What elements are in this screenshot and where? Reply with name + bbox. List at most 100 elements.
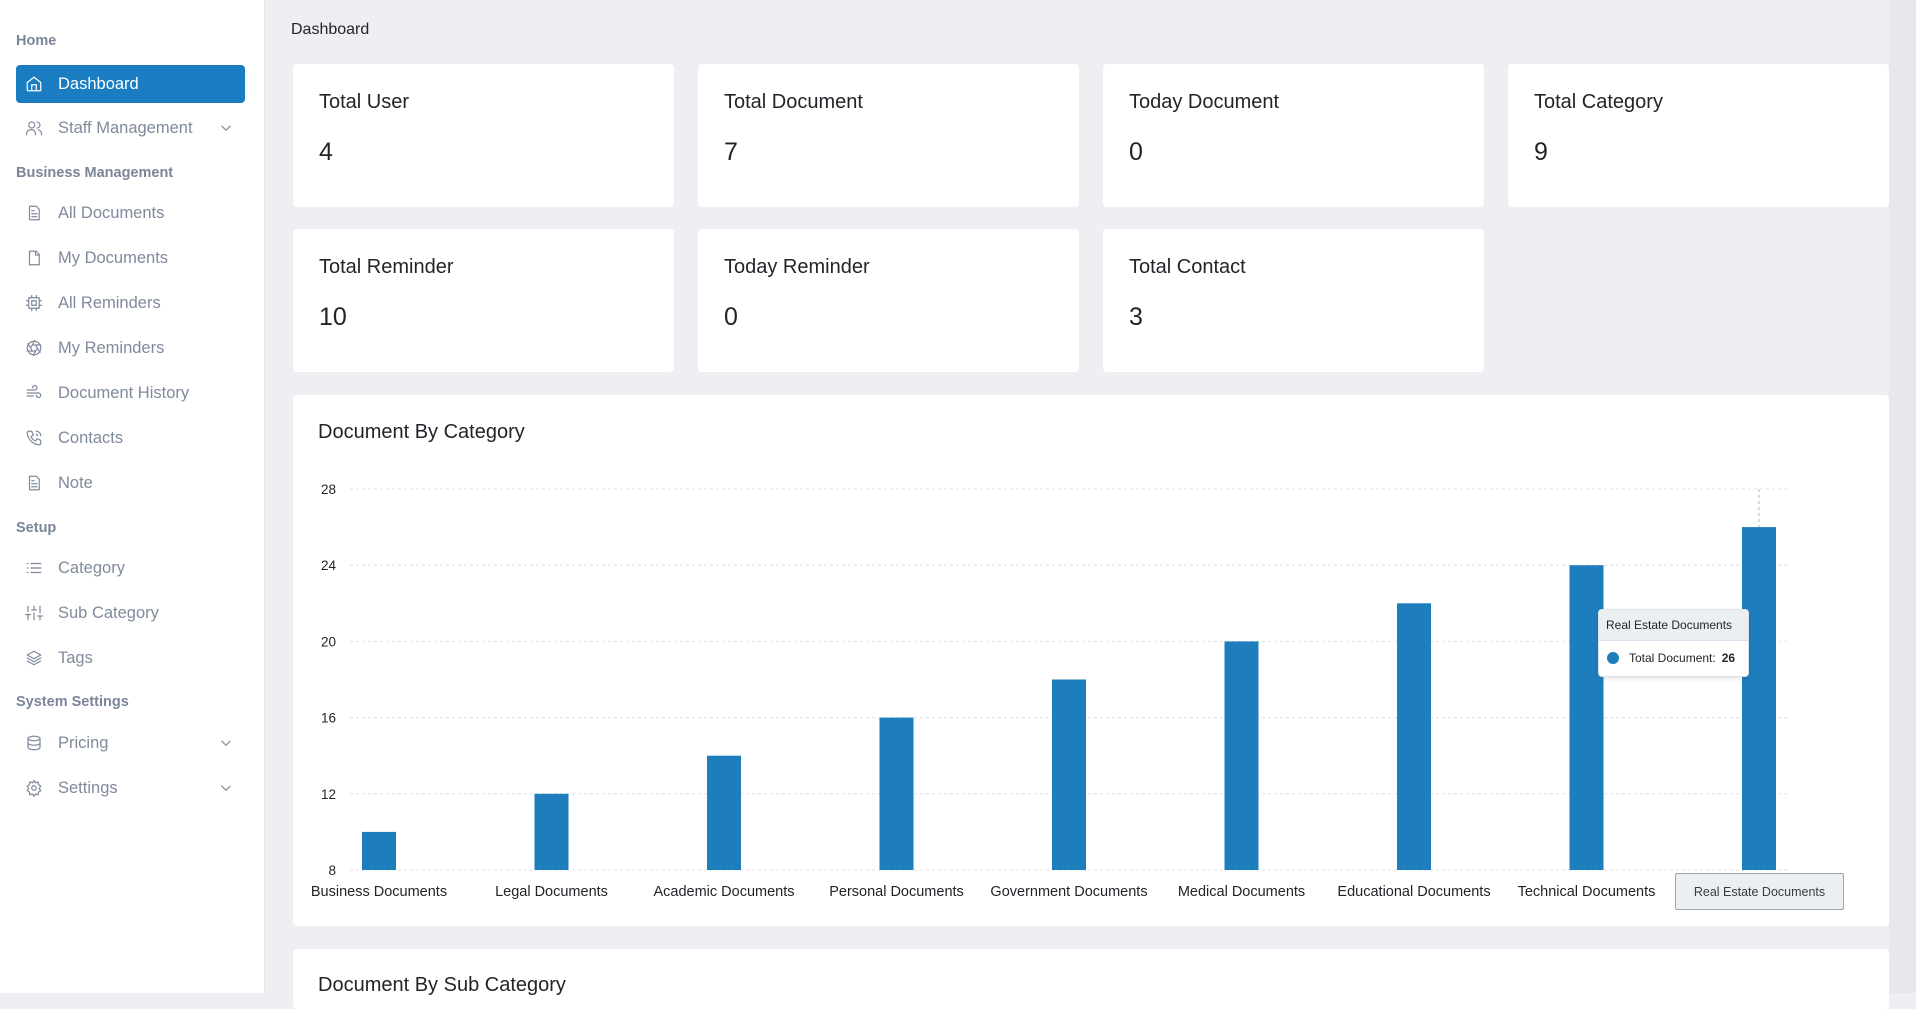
sidebar-item-label: Settings [58, 778, 118, 797]
y-tick-label: 28 [321, 482, 336, 497]
x-tick-label: Academic Documents [653, 884, 794, 900]
sidebar-section-heading: Setup [16, 520, 57, 536]
users-icon [24, 119, 43, 138]
stat-value: 0 [1129, 138, 1143, 166]
sidebar-item-note[interactable]: Note [16, 464, 245, 502]
stat-card-total-category: Total Category 9 [1508, 64, 1889, 207]
sidebar-item-my-reminders[interactable]: My Reminders [16, 329, 245, 367]
document-by-sub-category-card: Document By Sub Category [293, 949, 1889, 1009]
stat-title: Total Contact [1129, 256, 1246, 278]
sidebar-item-all-documents[interactable]: All Documents [16, 194, 245, 232]
stat-value: 0 [724, 303, 738, 331]
sidebar-item-label: Category [58, 558, 125, 577]
sidebar-item-label: Sub Category [58, 603, 159, 622]
stat-value: 4 [319, 138, 333, 166]
bar [534, 793, 569, 870]
bar [1052, 679, 1086, 870]
chart-title: Document By Category [318, 421, 525, 443]
bar [1742, 527, 1776, 870]
stat-card-total-contact: Total Contact 3 [1103, 229, 1484, 372]
sidebar-item-my-documents[interactable]: My Documents [16, 239, 245, 277]
stat-card-total-document: Total Document 7 [698, 64, 1079, 207]
list-icon [24, 559, 43, 578]
layers-icon [24, 649, 43, 668]
sidebar-item-dashboard[interactable]: Dashboard [16, 65, 245, 103]
sidebar-item-tags[interactable]: Tags [16, 639, 245, 677]
sidebar-item-label: Pricing [58, 733, 109, 752]
sidebar-item-all-reminders[interactable]: All Reminders [16, 284, 245, 322]
gear-icon [24, 779, 43, 798]
file-text-icon [24, 204, 43, 223]
sliders-icon [24, 604, 43, 623]
sidebar-item-category[interactable]: Category [16, 549, 245, 587]
series-marker [1607, 652, 1619, 664]
breadcrumb: Dashboard [291, 21, 370, 38]
x-tick-label: Government Documents [990, 884, 1147, 900]
stat-card-today-reminder: Today Reminder 0 [698, 229, 1079, 372]
aperture-icon [24, 339, 43, 358]
x-tick-label: Technical Documents [1518, 884, 1656, 900]
stat-value: 10 [319, 303, 347, 331]
sidebar-section-heading: Business Management [16, 165, 174, 181]
sidebar: Home Business Management Setup System Setti… [0, 0, 265, 993]
sidebar-item-settings[interactable]: Settings [16, 769, 245, 807]
tooltip-label: Total Document: [1629, 651, 1716, 665]
stat-title: Today Reminder [724, 256, 870, 278]
sidebar-item-label: All Reminders [58, 293, 161, 312]
sidebar-item-label: My Reminders [58, 338, 165, 357]
y-tick-label: 24 [321, 558, 337, 573]
stat-title: Total Category [1534, 91, 1663, 113]
sidebar-section-heading: System Settings [16, 694, 129, 710]
file-text-icon [24, 474, 43, 493]
bar [1224, 641, 1259, 870]
scrollbar[interactable] [1889, 0, 1916, 993]
sidebar-item-pricing[interactable]: Pricing [16, 724, 245, 762]
sidebar-section-heading: Home [16, 33, 57, 49]
stat-card-today-document: Today Document 0 [1103, 64, 1484, 207]
sidebar-item-label: Note [58, 473, 93, 492]
home-icon [24, 75, 43, 94]
y-tick-label: 12 [321, 787, 336, 802]
tooltip-value: 26 [1721, 651, 1736, 665]
bar [362, 831, 396, 870]
stat-card-total-reminder: Total Reminder 10 [293, 229, 674, 372]
card-title: Document By Sub Category [318, 974, 566, 996]
sidebar-item-label: My Documents [58, 248, 169, 267]
stat-title: Total Document [724, 91, 863, 113]
wind-icon [24, 384, 43, 403]
file-icon [24, 249, 43, 268]
cpu-icon [24, 294, 43, 313]
sidebar-item-document-history[interactable]: Document History [16, 374, 245, 412]
sidebar-item-label: Contacts [58, 428, 124, 447]
bar [1569, 565, 1604, 870]
stat-title: Total User [319, 91, 410, 113]
y-tick-label: 8 [328, 863, 336, 878]
stat-title: Today Document [1129, 91, 1280, 113]
bar [1397, 603, 1431, 870]
database-icon [24, 734, 43, 753]
chevron-down-icon [221, 785, 231, 792]
sidebar-item-label: Dashboard [58, 74, 139, 93]
sidebar-item-label: Tags [58, 648, 93, 667]
bar [707, 755, 741, 870]
x-axis-tooltip: Real Estate Documents [1675, 873, 1844, 910]
y-tick-label: 20 [321, 634, 336, 649]
sidebar-item-label: All Documents [58, 203, 165, 222]
stat-title: Total Reminder [319, 256, 454, 278]
sidebar-item-contacts[interactable]: Contacts [16, 419, 245, 457]
stat-value: 9 [1534, 138, 1548, 166]
bar [879, 717, 914, 870]
stat-card-total-user: Total User 4 [293, 64, 674, 207]
x-tick-label: Personal Documents [829, 884, 964, 900]
x-tick-label: Business Documents [311, 884, 447, 900]
sidebar-item-label: Staff Management [58, 118, 193, 137]
phone-call-icon [24, 429, 43, 448]
chart-tooltip: Real Estate Documents Total Document: 26 [1598, 609, 1749, 677]
tooltip-title: Real Estate Documents [1599, 610, 1748, 641]
sidebar-item-sub-category[interactable]: Sub Category [16, 594, 245, 632]
y-tick-label: 16 [321, 711, 336, 726]
chevron-down-icon [221, 125, 231, 132]
x-tick-label: Legal Documents [495, 884, 608, 900]
sidebar-item-staff-management[interactable]: Staff Management [16, 109, 245, 147]
